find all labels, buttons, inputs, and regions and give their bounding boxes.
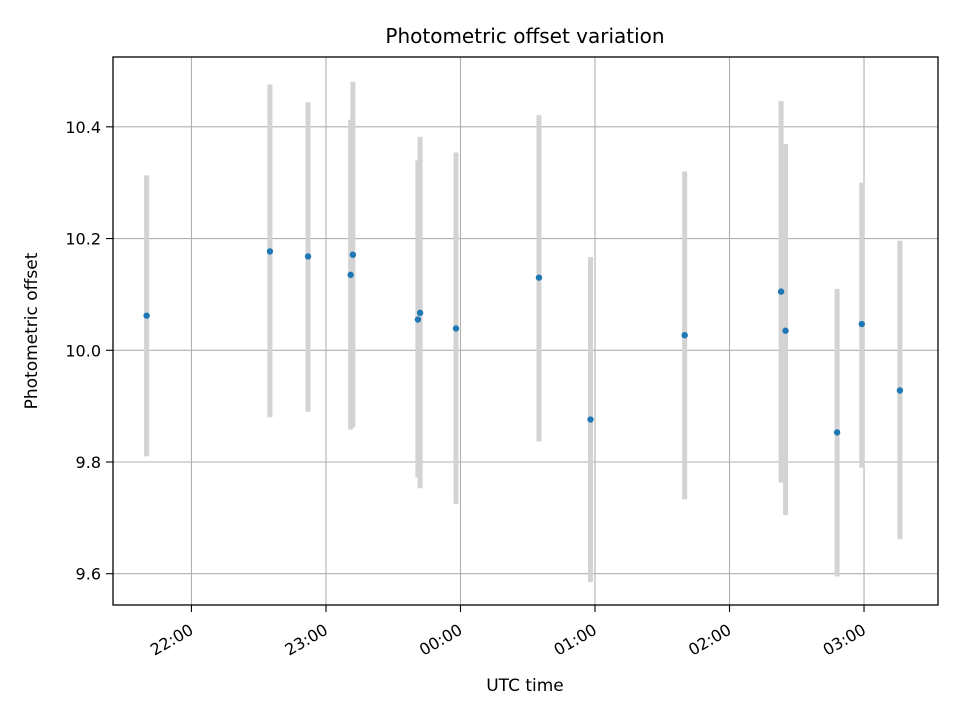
plot-frame	[112, 56, 939, 606]
y-tick-label: 10.2	[65, 230, 101, 249]
data-point	[349, 251, 357, 258]
data-point	[347, 271, 354, 279]
chart-title: Photometric offset variation	[385, 24, 664, 48]
data-point	[782, 327, 789, 334]
x-axis-title: UTC time	[486, 676, 564, 696]
data-point	[833, 429, 841, 436]
data-point	[416, 309, 424, 317]
y-tick-label: 10.0	[65, 341, 101, 360]
data-point	[587, 416, 594, 423]
data-point	[858, 320, 865, 328]
data-point	[414, 316, 422, 323]
data-point	[681, 331, 688, 339]
data-point	[777, 288, 785, 295]
data-point	[452, 325, 460, 332]
point-group	[143, 248, 904, 436]
y-axis-title: Photometric offset	[22, 252, 42, 409]
data-point	[304, 253, 312, 260]
data-point	[143, 312, 150, 319]
y-tick-label: 9.6	[76, 565, 101, 584]
y-tick-label: 9.8	[76, 453, 101, 472]
y-axis-ticks: 9.6 9.8 10.0 10.2 10.4	[65, 118, 113, 584]
data-point	[535, 274, 543, 281]
data-point	[266, 248, 274, 255]
y-tick-label: 10.4	[65, 118, 101, 137]
data-point	[896, 387, 904, 394]
